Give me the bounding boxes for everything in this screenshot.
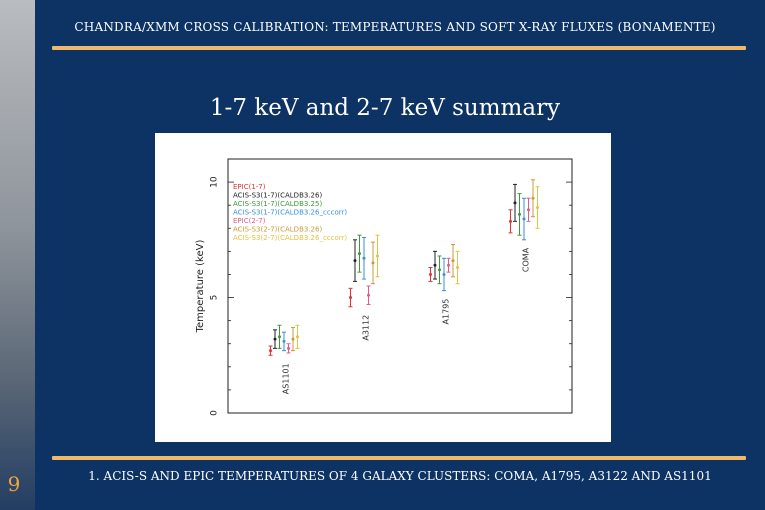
slide-header: CHANDRA/XMM CROSS CALIBRATION: TEMPERATU… xyxy=(74,20,716,34)
plot-panel: 0 5 10 Temperature (keV) AS1101 A3112 A1795 COM… xyxy=(155,133,611,442)
data-point xyxy=(518,212,521,216)
data-point xyxy=(447,263,450,267)
legend-entry: ACIS-S3(1-7)(CALDB3.26_cccorr) xyxy=(233,209,347,217)
y-tick-label: 10 xyxy=(210,176,220,188)
legend-entry: ACIS-S3(2-7)(CALDB3.26) xyxy=(233,226,322,234)
data-point xyxy=(287,346,290,350)
data-point xyxy=(531,196,535,200)
y-tick-label: 0 xyxy=(210,410,220,416)
y-tick-label: 5 xyxy=(210,295,220,301)
slide-footer: 1. ACIS-S AND EPIC TEMPERATURES OF 4 GAL… xyxy=(88,469,712,483)
category-label: AS1101 xyxy=(282,363,291,394)
data-point xyxy=(456,266,459,270)
legend-entry: EPIC(1-7) xyxy=(233,183,266,191)
footer-rule xyxy=(52,456,746,460)
y-axis-label: Temperature (keV) xyxy=(195,240,206,334)
legend-entry: ACIS-S3(1-7)(CALDB3.26) xyxy=(233,192,322,200)
legend-entry: ACIS-S3(2-7)(CALDB3.26_cccorr) xyxy=(233,234,347,242)
sidebar-gradient xyxy=(0,0,35,510)
chart-legend: EPIC(1-7)ACIS-S3(1-7)(CALDB3.26)ACIS-S3(… xyxy=(233,183,347,242)
header-rule xyxy=(52,46,746,50)
data-point xyxy=(442,272,446,276)
data-point xyxy=(273,337,277,341)
data-point xyxy=(358,252,361,256)
plot-frame xyxy=(227,158,573,414)
slide-title: 1-7 keV and 2-7 keV summary xyxy=(209,95,561,121)
data-point xyxy=(433,263,437,267)
data-point xyxy=(522,217,526,221)
data-point xyxy=(513,201,517,205)
data-point xyxy=(282,339,286,343)
legend-entry: ACIS-S3(1-7)(CALDB3.25) xyxy=(233,200,322,208)
data-point xyxy=(376,254,379,258)
data-point xyxy=(367,293,370,297)
data-point xyxy=(296,335,299,339)
category-label: A3112 xyxy=(362,315,371,341)
category-label: COMA xyxy=(522,247,531,272)
data-point xyxy=(438,268,441,272)
data-point xyxy=(362,256,366,260)
chart-axes: 0 5 10 Temperature (keV) AS1101 A3112 A1795 COM… xyxy=(195,158,573,416)
data-point xyxy=(509,219,512,223)
slide-number: 9 xyxy=(7,472,21,496)
data-point xyxy=(278,335,281,339)
temperature-chart: 0 5 10 Temperature (keV) AS1101 A3112 A1795 COM… xyxy=(195,158,573,416)
data-point xyxy=(353,259,357,263)
chart-marks xyxy=(268,179,540,356)
data-point xyxy=(291,337,295,341)
data-point xyxy=(527,208,530,212)
data-point xyxy=(349,296,352,300)
data-point xyxy=(429,272,432,276)
category-label: A1795 xyxy=(442,299,451,325)
legend-entry: EPIC(2-7) xyxy=(233,217,266,225)
data-point xyxy=(371,261,375,265)
data-point xyxy=(269,349,272,353)
data-point xyxy=(451,259,455,263)
data-point xyxy=(536,205,539,209)
